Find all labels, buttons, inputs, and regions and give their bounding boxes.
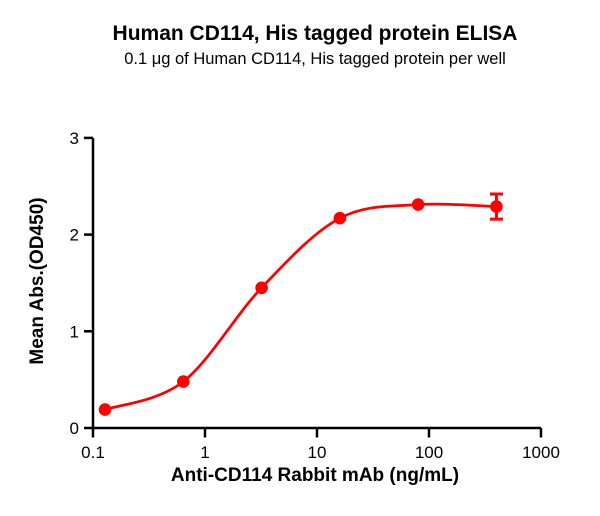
data-point bbox=[177, 375, 190, 388]
x-tick-label: 0.1 bbox=[81, 443, 105, 462]
x-axis-title: Anti-CD114 Rabbit mAb (ng/mL) bbox=[170, 465, 460, 486]
x-tick-label: 100 bbox=[415, 443, 443, 462]
data-point bbox=[490, 200, 503, 213]
data-point bbox=[333, 211, 347, 225]
x-tick-label: 10 bbox=[308, 443, 327, 462]
chart-title: Human CD114, His tagged protein ELISA bbox=[112, 22, 518, 45]
data-point bbox=[411, 198, 425, 211]
y-tick-label: 0 bbox=[70, 419, 79, 438]
fit-curve bbox=[103, 202, 498, 411]
data-point bbox=[98, 403, 112, 416]
x-tick-label: 1000 bbox=[522, 443, 560, 462]
chart-subtitle: 0.1 μg of Human CD114, His tagged protei… bbox=[124, 50, 506, 68]
x-tick-label: 1 bbox=[200, 443, 209, 462]
y-tick-label: 2 bbox=[70, 226, 79, 245]
y-tick-label: 3 bbox=[70, 129, 79, 148]
data-point bbox=[255, 281, 268, 295]
y-tick-label: 1 bbox=[70, 322, 79, 341]
